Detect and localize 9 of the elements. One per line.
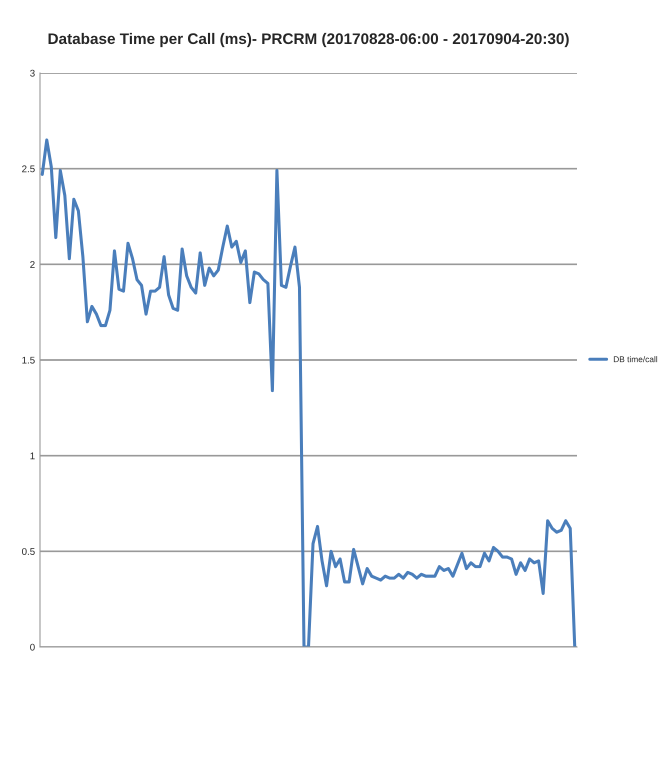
y-tick-label: 0.5 xyxy=(22,548,35,555)
y-tick-label: 1 xyxy=(30,452,35,460)
y-tick-label: 3 xyxy=(30,70,35,77)
y-tick-label: 1.5 xyxy=(22,356,35,364)
y-tick-label: 2 xyxy=(30,261,35,268)
y-tick-label: 2.5 xyxy=(22,165,35,172)
y-tick-label: 0 xyxy=(30,644,35,651)
chart-title: Database Time per Call (ms)- PRCRM (20170828-06:00 - 20170904-20:30) xyxy=(48,32,569,48)
legend-label: DB time/call xyxy=(614,356,658,362)
